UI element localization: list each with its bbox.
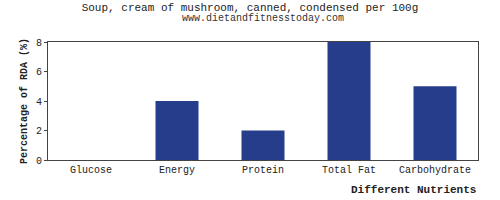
svg-text:Soup, cream of mushroom, canne: Soup, cream of mushroom, canned, condens… [82, 2, 419, 14]
svg-text:Protein: Protein [242, 165, 284, 176]
svg-text:0: 0 [36, 156, 42, 167]
svg-text:Glucose: Glucose [70, 165, 112, 176]
svg-text:8: 8 [36, 38, 42, 49]
svg-text:6: 6 [36, 67, 42, 78]
svg-text:2: 2 [36, 126, 42, 137]
svg-text:Total Fat: Total Fat [322, 165, 376, 176]
svg-text:Energy: Energy [159, 165, 195, 176]
svg-text:www.dietandfitnesstoday.com: www.dietandfitnesstoday.com [182, 13, 344, 24]
svg-text:Different Nutrients: Different Nutrients [351, 184, 476, 196]
svg-text:Carbohydrate: Carbohydrate [399, 165, 471, 176]
svg-text:Percentage of RDA (%): Percentage of RDA (%) [19, 38, 30, 164]
svg-text:4: 4 [36, 97, 42, 108]
